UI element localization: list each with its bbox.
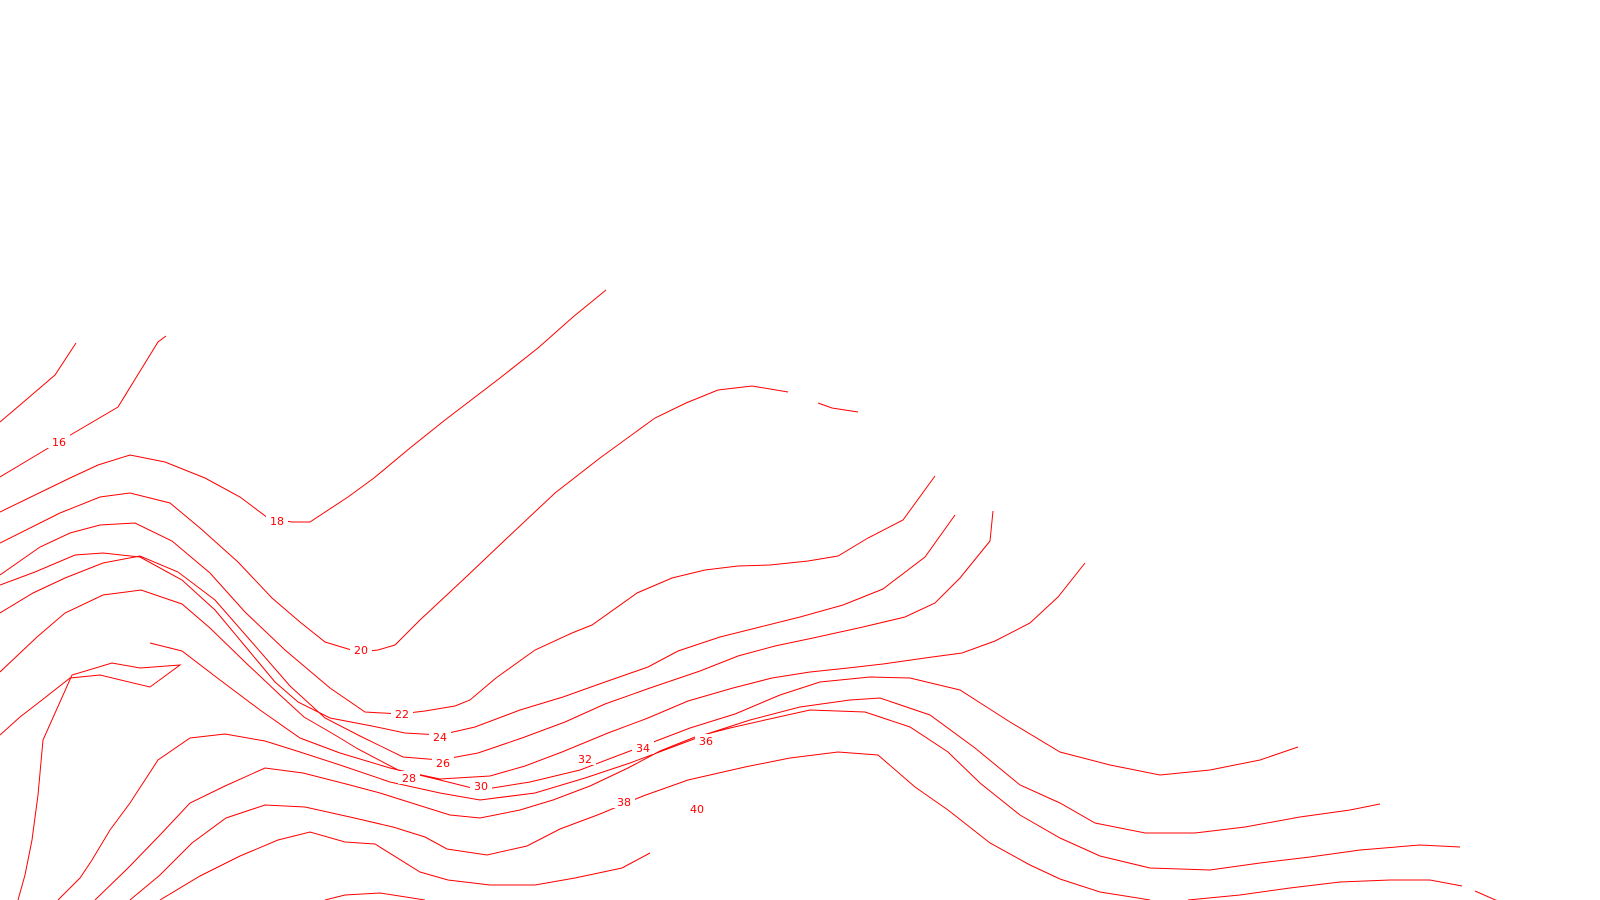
contour-label: 28 — [398, 771, 420, 785]
contour-line — [129, 751, 1151, 900]
contour-label: 26 — [432, 756, 454, 770]
svg-text:40: 40 — [690, 803, 704, 816]
contour-line — [1187, 879, 1463, 900]
contour-line — [0, 514, 956, 736]
contour-line — [57, 697, 1381, 900]
contour-label: 24 — [429, 730, 451, 744]
contour-label: 30 — [470, 779, 492, 793]
svg-text:20: 20 — [354, 644, 368, 657]
contour-line — [0, 289, 607, 523]
contour-label: 16 — [48, 435, 70, 449]
contour-line — [0, 662, 182, 900]
contour-line — [149, 642, 1299, 791]
contour-line — [0, 342, 77, 423]
contour-label: 38 — [613, 795, 635, 809]
contour-line — [94, 709, 1461, 900]
contour-line — [1474, 890, 1497, 900]
contour-label: 18 — [266, 514, 288, 528]
svg-text:34: 34 — [636, 742, 650, 755]
svg-text:38: 38 — [617, 796, 631, 809]
svg-text:30: 30 — [474, 780, 488, 793]
svg-text:16: 16 — [52, 436, 66, 449]
contour-line — [0, 385, 789, 653]
svg-text:32: 32 — [578, 753, 592, 766]
svg-text:26: 26 — [436, 757, 450, 770]
contour-line — [0, 475, 936, 715]
contour-label: 22 — [391, 707, 413, 721]
contour-line — [324, 892, 426, 900]
contour-label: 40 — [686, 802, 708, 816]
contour-line — [0, 562, 1086, 780]
contour-line — [817, 402, 859, 413]
contour-label: 20 — [350, 643, 372, 657]
svg-text:36: 36 — [699, 735, 713, 748]
svg-text:22: 22 — [395, 708, 409, 721]
contour-label: 32 — [574, 752, 596, 766]
contour-label: 36 — [695, 734, 717, 748]
contour-label: 34 — [632, 741, 654, 755]
svg-text:18: 18 — [270, 515, 284, 528]
svg-text:24: 24 — [433, 731, 447, 744]
contour-line — [159, 831, 651, 900]
contour-line — [0, 510, 994, 761]
svg-text:28: 28 — [402, 772, 416, 785]
contour-line — [0, 335, 167, 478]
